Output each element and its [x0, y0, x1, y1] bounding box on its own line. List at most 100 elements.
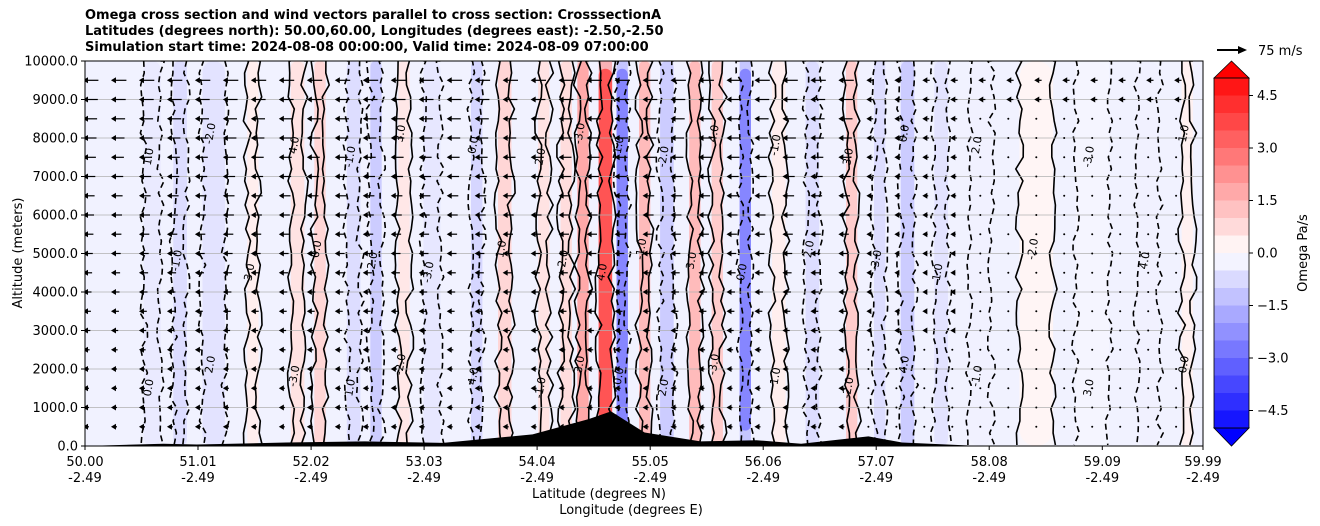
wind-vector-head [85, 269, 88, 276]
wind-vector-head [978, 96, 984, 103]
wind-vector-head [530, 154, 536, 161]
wind-vector-head [306, 115, 312, 122]
wind-vector [1063, 252, 1066, 255]
x-tick-label-latitude: 59.99 [1184, 455, 1221, 470]
wind-vector-head [110, 308, 116, 315]
wind-vector-head [390, 366, 396, 372]
wind-vector-head [558, 327, 564, 334]
quiver-key-arrowhead [1238, 46, 1247, 54]
wind-vector [1063, 214, 1066, 216]
wind-vector-head [390, 212, 396, 218]
wind-vector-head [530, 346, 536, 353]
wind-vector-head [782, 135, 788, 141]
wind-vector-head [698, 250, 704, 257]
wind-vector-head [222, 289, 228, 295]
contour-label: -3.0 [571, 122, 588, 145]
wind-vector-head [698, 77, 704, 84]
wind-vector-head [278, 250, 284, 257]
wind-vector-head [278, 173, 284, 180]
wind-vector-head [866, 96, 872, 103]
contour-label: -1.0 [342, 145, 359, 168]
wind-vector-head [838, 423, 844, 430]
wind-vector-head [586, 308, 592, 315]
contour-line [929, 61, 940, 446]
wind-vector-head [754, 308, 760, 315]
colorbar-segment [1214, 288, 1249, 306]
wind-vector-head [530, 366, 536, 372]
contour-line [533, 61, 543, 446]
wind-vector-head [250, 385, 256, 392]
wind-vector-head [642, 308, 648, 315]
wind-vector-head [614, 308, 620, 315]
y-tick-label: 1000.0 [33, 401, 79, 416]
wind-vector [1007, 348, 1010, 351]
wind-vector-head [894, 77, 900, 84]
wind-vector-head [838, 327, 844, 334]
wind-vector [1147, 271, 1150, 274]
wind-vector-head [614, 154, 620, 161]
quiver-key: 75 m/s [1217, 44, 1303, 59]
wind-vector-head [950, 154, 956, 161]
wind-vector [1175, 214, 1178, 216]
contour-line [634, 61, 644, 446]
wind-vector-head [1146, 96, 1152, 103]
x-tick-label-latitude: 51.01 [179, 455, 216, 470]
wind-vector-head [698, 289, 704, 295]
wind-vector-head [110, 423, 116, 430]
wind-vector-head [670, 96, 676, 103]
wind-vector [1175, 310, 1178, 313]
wind-vector-head [334, 289, 340, 295]
wind-vector-head [1118, 96, 1124, 103]
wind-vector-head [250, 212, 256, 218]
wind-vector-head [614, 192, 620, 199]
wind-vector-head [810, 346, 816, 353]
contour-label: 1.0 [141, 147, 157, 166]
wind-vector [1091, 194, 1094, 197]
contour-label: 0.0 [611, 366, 627, 385]
wind-vector-head [194, 404, 200, 411]
wind-vector-head [474, 115, 480, 122]
wind-vector-head [362, 404, 368, 411]
wind-vector-head [530, 289, 536, 295]
wind-vector-head [782, 289, 788, 295]
wind-vector-head [138, 423, 144, 430]
wind-vector-head [782, 154, 788, 161]
wind-vector-head [866, 115, 872, 122]
wind-vector [1175, 175, 1178, 178]
wind-vector [1091, 214, 1094, 216]
wind-vector-head [138, 385, 144, 392]
wind-vector-head [894, 327, 900, 334]
wind-vector-head [194, 289, 200, 295]
wind-vector-head [446, 115, 452, 122]
wind-vector-head [726, 115, 732, 122]
wind-vector-head [838, 346, 844, 353]
colorbar: 4.5 3.0 1.5 0.0 −1.5 −3.0 −4.5 [1213, 60, 1289, 447]
contour-label: 1.0 [930, 262, 946, 281]
wind-vector-head [530, 308, 536, 315]
wind-vector-head [922, 250, 928, 257]
wind-vector-head [194, 173, 200, 180]
wind-vector-head [138, 173, 144, 180]
wind-vector-head [418, 308, 424, 315]
contour-line [780, 61, 791, 446]
wind-vector-head [166, 346, 172, 353]
wind-vector-head [614, 231, 620, 238]
wind-vector-head [698, 404, 704, 411]
contour-line [242, 61, 252, 446]
wind-vector-head [1006, 96, 1012, 103]
x-axis-label-latitude: Latitude (degrees N) [532, 487, 666, 502]
wind-vector [1119, 117, 1122, 120]
wind-vector-head [614, 269, 620, 276]
wind-vector-head [474, 231, 480, 238]
wind-vector [951, 425, 954, 428]
contour-line [869, 61, 879, 446]
wind-vector [895, 425, 898, 428]
wind-vector [1007, 271, 1010, 274]
wind-vector [979, 175, 982, 178]
colorbar-segment [1214, 253, 1249, 271]
wind-vector-head [586, 96, 592, 103]
wind-vector-head [614, 173, 620, 180]
wind-vector-head [558, 212, 564, 218]
wind-vector [1007, 291, 1010, 293]
wind-vector-head [418, 327, 424, 334]
